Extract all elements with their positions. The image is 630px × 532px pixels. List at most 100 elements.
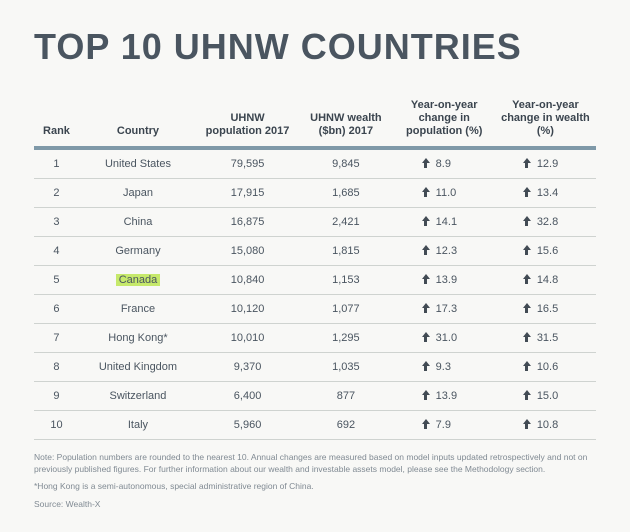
table-row: 5 Canada 10,8401,15313.9 14.8	[34, 266, 596, 295]
table-row: 10Italy5,9606927.910.8	[34, 411, 596, 440]
cell-wealth: 2,421	[298, 208, 394, 237]
cell-yoy-pop: 7.9	[394, 411, 495, 440]
cell-country: United Kingdom	[79, 353, 197, 382]
cell-yoy-wealth: 31.5	[495, 324, 596, 353]
arrow-up-icon	[523, 158, 531, 168]
cell-pop: 5,960	[197, 411, 298, 440]
cell-yoy-wealth: 15.6	[495, 237, 596, 266]
arrow-up-icon	[523, 419, 531, 429]
arrow-up-icon	[523, 216, 531, 226]
cell-yoy-wealth: 10.8	[495, 411, 596, 440]
cell-country: Hong Kong*	[79, 324, 197, 353]
col-header-country: Country	[79, 93, 197, 149]
cell-yoy-pop: 31.0	[394, 324, 495, 353]
col-header-rank: Rank	[34, 93, 79, 149]
cell-wealth: 1,295	[298, 324, 394, 353]
cell-pop: 10,120	[197, 295, 298, 324]
footnote-hk: *Hong Kong is a semi-autonomous, special…	[34, 481, 596, 492]
cell-yoy-wealth-value: 15.0	[537, 390, 558, 402]
cell-yoy-pop-value: 13.9	[436, 390, 457, 402]
cell-country: Germany	[79, 237, 197, 266]
cell-country: Switzerland	[79, 382, 197, 411]
cell-yoy-wealth-value: 10.6	[537, 361, 558, 373]
page-title: TOP 10 UHNW COUNTRIES	[34, 28, 596, 67]
cell-pop: 6,400	[197, 382, 298, 411]
cell-yoy-wealth-value: 13.4	[537, 187, 558, 199]
cell-yoy-pop: 11.0	[394, 179, 495, 208]
cell-rank: 10	[34, 411, 79, 440]
cell-yoy-wealth-value: 14.8	[537, 274, 558, 286]
cell-pop: 10,840	[197, 266, 298, 295]
arrow-up-icon	[422, 390, 430, 400]
arrow-up-icon	[523, 390, 531, 400]
cell-pop: 9,370	[197, 353, 298, 382]
cell-rank: 3	[34, 208, 79, 237]
col-header-yoy-wealth: Year-on-year change in wealth (%)	[495, 93, 596, 149]
cell-yoy-pop-value: 8.9	[436, 158, 451, 170]
arrow-up-icon	[422, 245, 430, 255]
cell-yoy-pop: 8.9	[394, 148, 495, 179]
footnote-source: Source: Wealth-X	[34, 499, 596, 510]
arrow-up-icon	[523, 361, 531, 371]
cell-pop: 15,080	[197, 237, 298, 266]
arrow-up-icon	[523, 187, 531, 197]
col-header-wealth: UHNW wealth ($bn) 2017	[298, 93, 394, 149]
cell-yoy-wealth: 14.8	[495, 266, 596, 295]
cell-yoy-wealth-value: 16.5	[537, 303, 558, 315]
arrow-up-icon	[523, 332, 531, 342]
cell-yoy-pop: 12.3	[394, 237, 495, 266]
arrow-up-icon	[422, 274, 430, 284]
cell-yoy-wealth-value: 10.8	[537, 419, 558, 431]
cell-yoy-pop: 9.3	[394, 353, 495, 382]
table-row: 8United Kingdom9,3701,035 9.3 10.6	[34, 353, 596, 382]
arrow-up-icon	[422, 216, 430, 226]
arrow-up-icon	[422, 361, 430, 371]
arrow-up-icon	[523, 274, 531, 284]
col-header-pop: UHNW population 2017	[197, 93, 298, 149]
cell-country: Japan	[79, 179, 197, 208]
table-row: 6France10,1201,07717.316.5	[34, 295, 596, 324]
footnote-note: Note: Population numbers are rounded to …	[34, 452, 596, 475]
cell-wealth: 1,153	[298, 266, 394, 295]
cell-rank: 6	[34, 295, 79, 324]
highlighted-country: Canada	[116, 274, 161, 286]
cell-wealth: 1,077	[298, 295, 394, 324]
cell-country: United States	[79, 148, 197, 179]
cell-yoy-pop-value: 14.1	[436, 216, 457, 228]
cell-wealth: 9,845	[298, 148, 394, 179]
cell-yoy-wealth-value: 32.8	[537, 216, 558, 228]
cell-rank: 5	[34, 266, 79, 295]
cell-rank: 9	[34, 382, 79, 411]
uhnw-table: Rank Country UHNW population 2017 UHNW w…	[34, 93, 596, 441]
arrow-up-icon	[422, 303, 430, 313]
cell-rank: 4	[34, 237, 79, 266]
arrow-up-icon	[422, 419, 430, 429]
cell-yoy-pop: 13.9	[394, 382, 495, 411]
cell-yoy-wealth: 15.0	[495, 382, 596, 411]
arrow-up-icon	[422, 187, 430, 197]
cell-country: France	[79, 295, 197, 324]
cell-yoy-pop-value: 12.3	[436, 245, 457, 257]
cell-yoy-pop: 14.1	[394, 208, 495, 237]
cell-yoy-pop: 13.9	[394, 266, 495, 295]
cell-country: Canada	[79, 266, 197, 295]
cell-wealth: 1,685	[298, 179, 394, 208]
cell-pop: 79,595	[197, 148, 298, 179]
cell-wealth: 1,035	[298, 353, 394, 382]
cell-pop: 17,915	[197, 179, 298, 208]
cell-rank: 2	[34, 179, 79, 208]
cell-wealth: 692	[298, 411, 394, 440]
cell-yoy-pop-value: 9.3	[436, 361, 451, 373]
cell-yoy-pop-value: 11.0	[436, 187, 457, 199]
arrow-up-icon	[523, 245, 531, 255]
table-row: 4Germany15,0801,81512.315.6	[34, 237, 596, 266]
cell-rank: 8	[34, 353, 79, 382]
cell-yoy-pop-value: 7.9	[436, 419, 451, 431]
cell-rank: 1	[34, 148, 79, 179]
cell-country: China	[79, 208, 197, 237]
cell-yoy-wealth: 12.9	[495, 148, 596, 179]
arrow-up-icon	[523, 303, 531, 313]
footnotes: Note: Population numbers are rounded to …	[34, 452, 596, 510]
table-row: 7Hong Kong*10,0101,29531.031.5	[34, 324, 596, 353]
cell-rank: 7	[34, 324, 79, 353]
